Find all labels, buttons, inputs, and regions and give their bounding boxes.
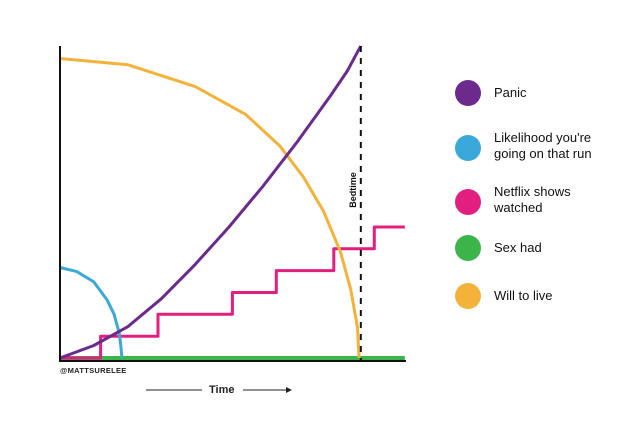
legend-label-sex: Sex had	[494, 240, 542, 255]
legend-label-run: Likelihood you're going on that run	[494, 130, 592, 161]
legend-swatch-panic	[455, 80, 481, 106]
series-line-netflix-shows-watched	[60, 225, 405, 360]
legend-swatch-netflix	[455, 189, 481, 215]
legend-item-run: Likelihood you're going on that run	[455, 130, 604, 162]
series-layer	[59, 45, 405, 360]
legend-label-will: Will to live	[494, 288, 553, 303]
legend-item-will: Will to live	[455, 283, 604, 309]
legend-swatch-run	[455, 135, 481, 161]
legend-label-netflix: Netflix shows watched	[494, 184, 571, 215]
legend-item-panic: Panic	[455, 80, 604, 106]
series-line-panic	[59, 45, 363, 360]
series-line-likelihood-you-re-going-on-that-run	[59, 266, 124, 359]
legend-label-panic: Panic	[494, 85, 527, 100]
x-axis-label: Time	[209, 384, 235, 396]
legend-swatch-sex	[455, 235, 481, 261]
series-line-will-to-live	[59, 57, 361, 359]
legend-item-sex: Sex had	[455, 235, 604, 261]
legend-swatch-will	[455, 283, 481, 309]
credit-text: @MATTSURELEE	[60, 366, 127, 375]
time-arrow-head	[286, 387, 292, 393]
legend-item-netflix: Netflix shows watched	[455, 184, 584, 216]
bedtime-label: Bedtime	[348, 172, 358, 208]
